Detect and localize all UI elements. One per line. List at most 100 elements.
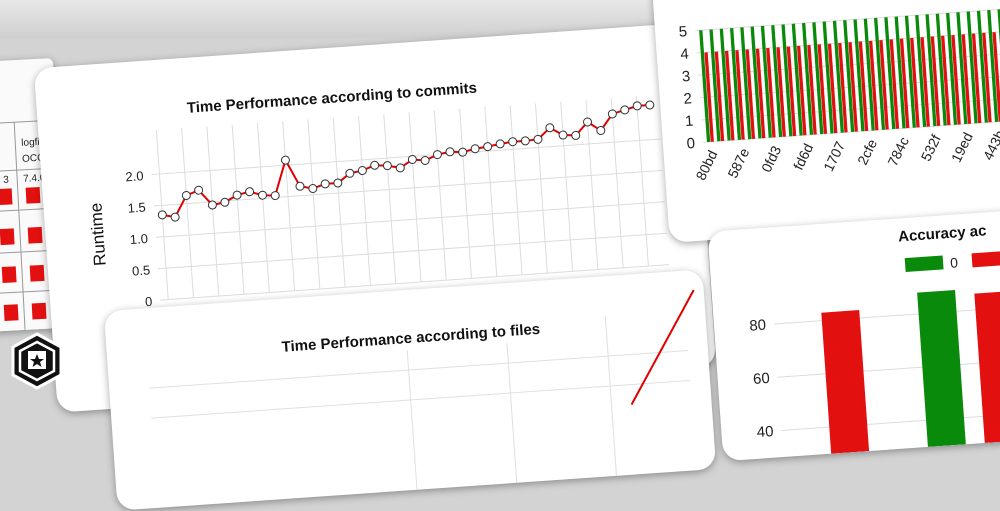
runtime-point[interactable] <box>157 210 167 220</box>
bar-red[interactable] <box>951 34 961 125</box>
bar-red[interactable] <box>961 34 972 124</box>
bar-green[interactable] <box>812 22 824 135</box>
runtime-point[interactable] <box>445 147 455 157</box>
runtime-point[interactable] <box>470 144 480 154</box>
bar-green[interactable] <box>771 25 783 138</box>
bar-red[interactable] <box>745 49 756 139</box>
runtime-point[interactable] <box>181 190 191 200</box>
runtime-point[interactable] <box>458 147 468 157</box>
bar-red[interactable] <box>930 36 941 127</box>
runtime-point[interactable] <box>382 161 392 171</box>
bar-red[interactable] <box>879 39 889 130</box>
accuracy-bar-red[interactable] <box>821 310 871 462</box>
runtime-point[interactable] <box>370 160 380 170</box>
bar-green[interactable] <box>740 27 752 140</box>
runtime-point[interactable] <box>170 212 180 222</box>
runtime-point[interactable] <box>558 130 568 140</box>
bar-green[interactable] <box>904 15 916 128</box>
bar-red[interactable] <box>899 38 910 129</box>
runtime-point[interactable] <box>295 181 305 191</box>
runtime-point[interactable] <box>583 117 593 127</box>
runtime-point[interactable] <box>280 155 290 165</box>
bar-red[interactable] <box>704 52 714 142</box>
bar-green[interactable] <box>935 13 947 126</box>
bar-green[interactable] <box>719 28 731 141</box>
bar-red[interactable] <box>724 50 735 141</box>
runtime-point[interactable] <box>632 101 642 111</box>
bar-green[interactable] <box>966 11 978 124</box>
bar-green[interactable] <box>884 17 896 130</box>
bar-red[interactable] <box>817 44 828 134</box>
bar-green[interactable] <box>822 21 834 134</box>
runtime-point[interactable] <box>483 142 493 152</box>
bar-green[interactable] <box>781 24 793 137</box>
runtime-point[interactable] <box>620 105 630 115</box>
runtime-point[interactable] <box>533 134 543 144</box>
runtime-point[interactable] <box>545 123 555 133</box>
pdf-file-icon[interactable] <box>31 302 47 320</box>
runtime-point[interactable] <box>607 109 617 119</box>
bar-red[interactable] <box>920 37 930 127</box>
bar-green[interactable] <box>760 25 772 138</box>
bar-red[interactable] <box>982 32 992 123</box>
bar-red[interactable] <box>766 47 776 138</box>
runtime-point[interactable] <box>232 190 242 200</box>
pdf-file-icon[interactable] <box>0 188 13 206</box>
pdf-file-icon[interactable] <box>27 226 43 244</box>
runtime-point[interactable] <box>258 190 268 200</box>
pdf-file-icon[interactable] <box>0 228 15 246</box>
runtime-point[interactable] <box>357 166 367 176</box>
runtime-point[interactable] <box>333 178 343 188</box>
bar-red[interactable] <box>807 45 817 135</box>
runtime-point[interactable] <box>220 197 230 207</box>
pdf-file-icon[interactable] <box>3 304 19 321</box>
bar-red[interactable] <box>848 42 858 132</box>
runtime-point[interactable] <box>407 154 417 164</box>
runtime-point[interactable] <box>571 130 581 140</box>
bar-green[interactable] <box>832 20 844 133</box>
bar-red[interactable] <box>786 46 797 137</box>
pdf-file-icon[interactable] <box>25 186 41 204</box>
bar-green[interactable] <box>987 9 999 122</box>
bar-green[interactable] <box>925 14 937 127</box>
legend-swatch-red[interactable] <box>971 250 1000 268</box>
bar-green[interactable] <box>791 23 803 136</box>
bar-red[interactable] <box>971 33 982 124</box>
accuracy-bar-red[interactable] <box>974 291 1000 462</box>
runtime-point[interactable] <box>645 100 655 110</box>
bar-red[interactable] <box>838 42 848 133</box>
runtime-point[interactable] <box>495 139 505 149</box>
runtime-point[interactable] <box>420 155 430 165</box>
runtime-point[interactable] <box>508 137 518 147</box>
runtime-point[interactable] <box>432 150 442 160</box>
runtime-point[interactable] <box>207 200 217 210</box>
runtime-point[interactable] <box>194 185 204 195</box>
bar-green[interactable] <box>801 22 814 135</box>
bar-red[interactable] <box>910 37 920 128</box>
bar-green[interactable] <box>729 27 742 140</box>
bar-green[interactable] <box>843 20 855 133</box>
accuracy-bar-green[interactable] <box>917 289 968 462</box>
runtime-point[interactable] <box>320 179 330 189</box>
runtime-point[interactable] <box>520 136 530 146</box>
runtime-point[interactable] <box>395 163 405 173</box>
bar-green[interactable] <box>946 12 958 125</box>
bar-red[interactable] <box>755 48 766 139</box>
bar-green[interactable] <box>853 19 865 132</box>
runtime-point[interactable] <box>596 126 606 136</box>
bar-green[interactable] <box>699 30 711 143</box>
bar-red[interactable] <box>889 39 900 129</box>
runtime-point[interactable] <box>245 187 255 197</box>
runtime-point[interactable] <box>270 191 280 201</box>
bar-red[interactable] <box>827 43 838 134</box>
bar-red[interactable] <box>714 51 725 142</box>
bar-green[interactable] <box>976 10 988 123</box>
bar-green[interactable] <box>956 12 968 125</box>
bar-red[interactable] <box>776 47 786 137</box>
runtime-point[interactable] <box>308 184 318 194</box>
bar-green[interactable] <box>750 26 762 139</box>
bar-green[interactable] <box>915 15 927 127</box>
legend-swatch-green[interactable] <box>904 255 944 273</box>
bar-green[interactable] <box>874 17 886 130</box>
bar-red[interactable] <box>796 45 807 136</box>
